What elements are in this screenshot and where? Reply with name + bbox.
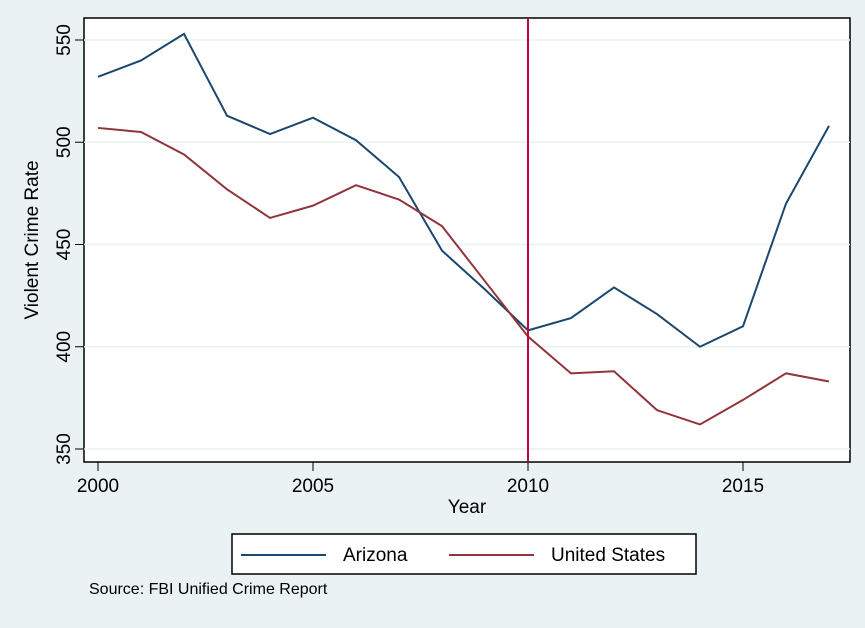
x-tick-label: 2015	[722, 476, 764, 497]
y-tick-label: 450	[54, 229, 75, 261]
x-tick-label: 2000	[77, 476, 119, 497]
y-tick-label: 350	[54, 433, 75, 465]
y-tick-label: 500	[54, 126, 75, 158]
x-axis-label: Year	[448, 497, 487, 518]
x-tick-label: 2005	[292, 476, 334, 497]
y-tick-label: 400	[54, 331, 75, 363]
legend-label: Arizona	[343, 545, 408, 566]
y-axis-label: Violent Crime Rate	[22, 160, 43, 319]
series-line-arizona	[97, 32, 830, 348]
legend-label: United States	[551, 545, 665, 566]
series-line-united-states	[97, 126, 830, 426]
plot-area	[83, 17, 851, 463]
x-tick-label: 2010	[507, 476, 549, 497]
source-note: Source: FBI Unified Crime Report	[89, 581, 328, 598]
y-tick-label: 550	[54, 24, 75, 56]
